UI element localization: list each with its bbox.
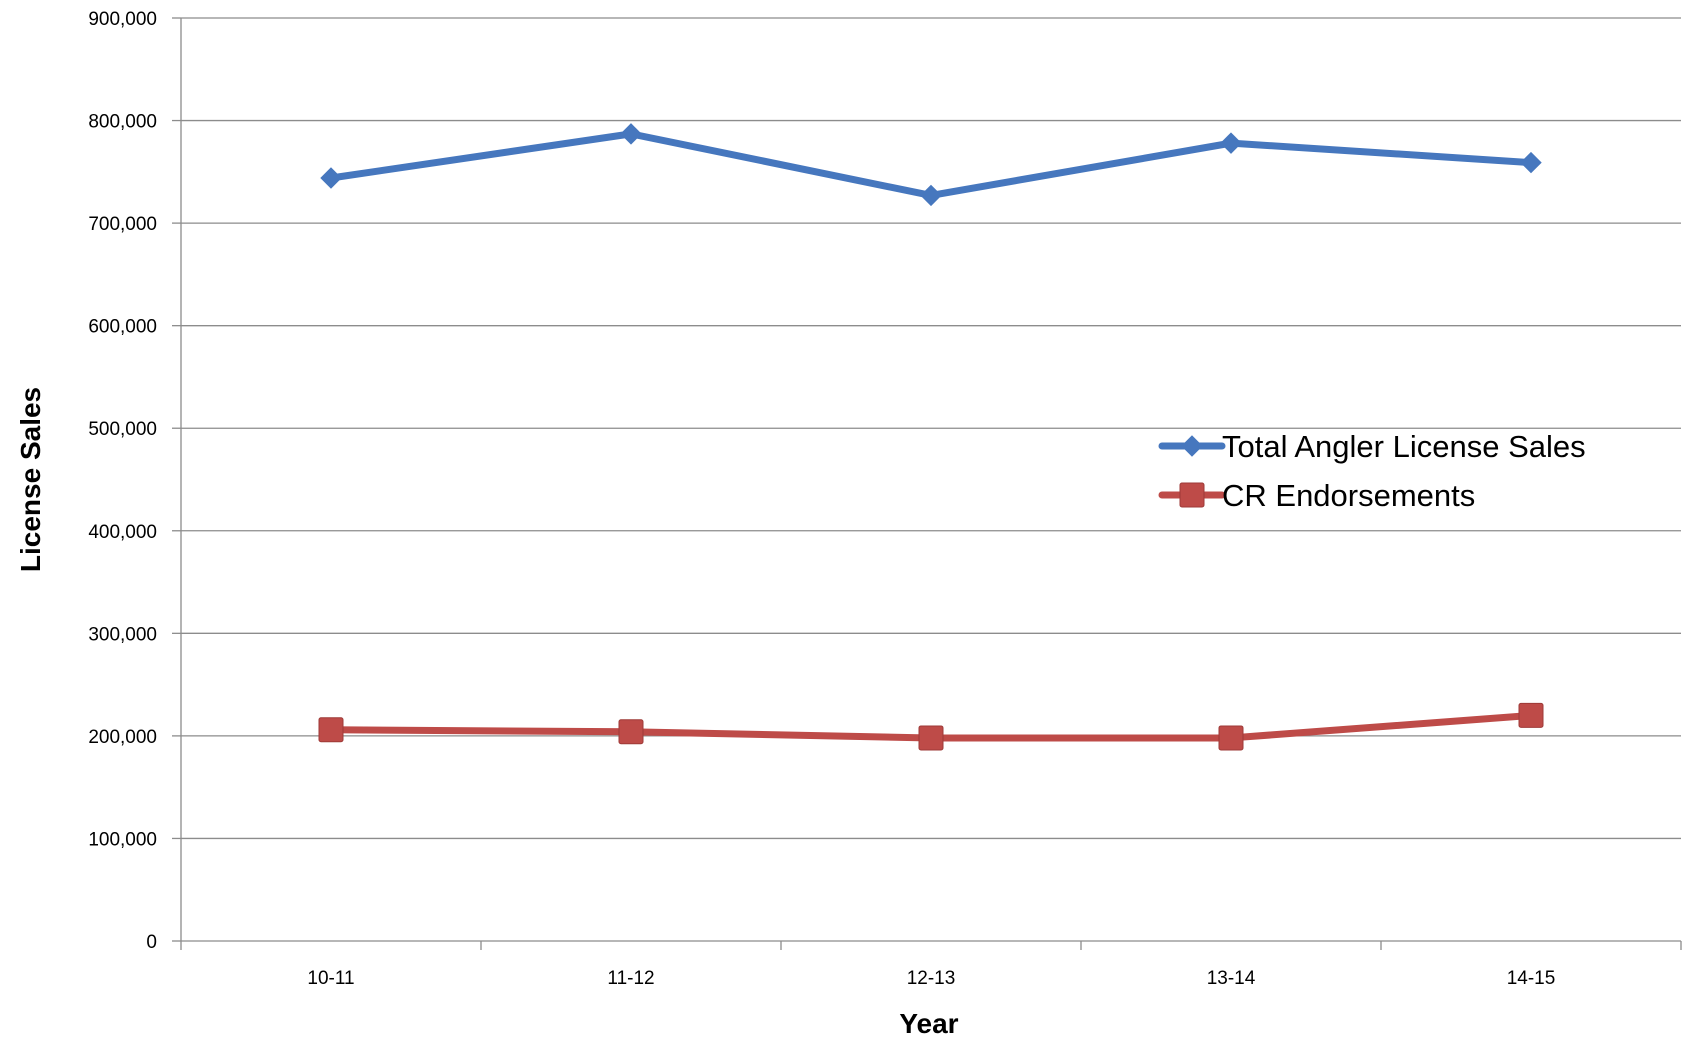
legend: Total Angler License Sales CR Endorsement… bbox=[1158, 429, 1586, 513]
y-tick-label: 900,000 bbox=[88, 9, 157, 30]
x-tick-label: 12-13 bbox=[907, 968, 956, 989]
series-2 bbox=[318, 702, 1544, 751]
data-point bbox=[918, 725, 944, 751]
data-point bbox=[620, 123, 642, 145]
y-tick-labels: 0 100,000 200,000 300,000 400,000 500,000 600,… bbox=[88, 9, 157, 953]
y-tick-label: 100,000 bbox=[88, 829, 157, 850]
legend-label: CR Endorsements bbox=[1222, 478, 1475, 513]
x-tick-label: 11-12 bbox=[607, 968, 654, 989]
x-axis-title: Year bbox=[899, 1008, 958, 1038]
y-axis-title: License Sales bbox=[15, 387, 46, 572]
x-tick-label: 14-15 bbox=[1507, 968, 1556, 989]
data-point bbox=[1218, 725, 1244, 751]
data-point bbox=[1518, 702, 1544, 728]
gridlines bbox=[181, 17, 1681, 840]
y-tick-label: 500,000 bbox=[88, 419, 157, 440]
y-tick-label: 200,000 bbox=[88, 727, 157, 748]
series bbox=[318, 123, 1544, 751]
legend-label: Total Angler License Sales bbox=[1222, 429, 1586, 464]
y-tick-label: 400,000 bbox=[88, 522, 157, 543]
data-point bbox=[318, 717, 344, 743]
data-point bbox=[320, 167, 342, 189]
data-point bbox=[1220, 132, 1242, 154]
series-1 bbox=[320, 123, 1542, 207]
x-tick-labels: 10-11 11-12 12-13 13-14 14-15 bbox=[307, 968, 1555, 989]
x-tick-label: 13-14 bbox=[1207, 968, 1256, 989]
data-point bbox=[618, 719, 644, 745]
y-tick-label: 700,000 bbox=[88, 214, 157, 235]
y-tick-label: 0 bbox=[146, 932, 157, 953]
y-tick-label: 600,000 bbox=[88, 317, 157, 338]
y-tick-label: 300,000 bbox=[88, 624, 157, 645]
data-point bbox=[920, 184, 942, 207]
data-point bbox=[1179, 482, 1205, 508]
x-tick-label: 10-11 bbox=[307, 968, 354, 989]
legend-entry: Total Angler License Sales bbox=[1158, 429, 1586, 464]
legend-entry: CR Endorsements bbox=[1158, 478, 1475, 513]
data-point bbox=[1181, 435, 1203, 457]
y-tick-label: 800,000 bbox=[88, 112, 157, 133]
data-point bbox=[1520, 151, 1542, 174]
axes bbox=[172, 17, 1682, 950]
